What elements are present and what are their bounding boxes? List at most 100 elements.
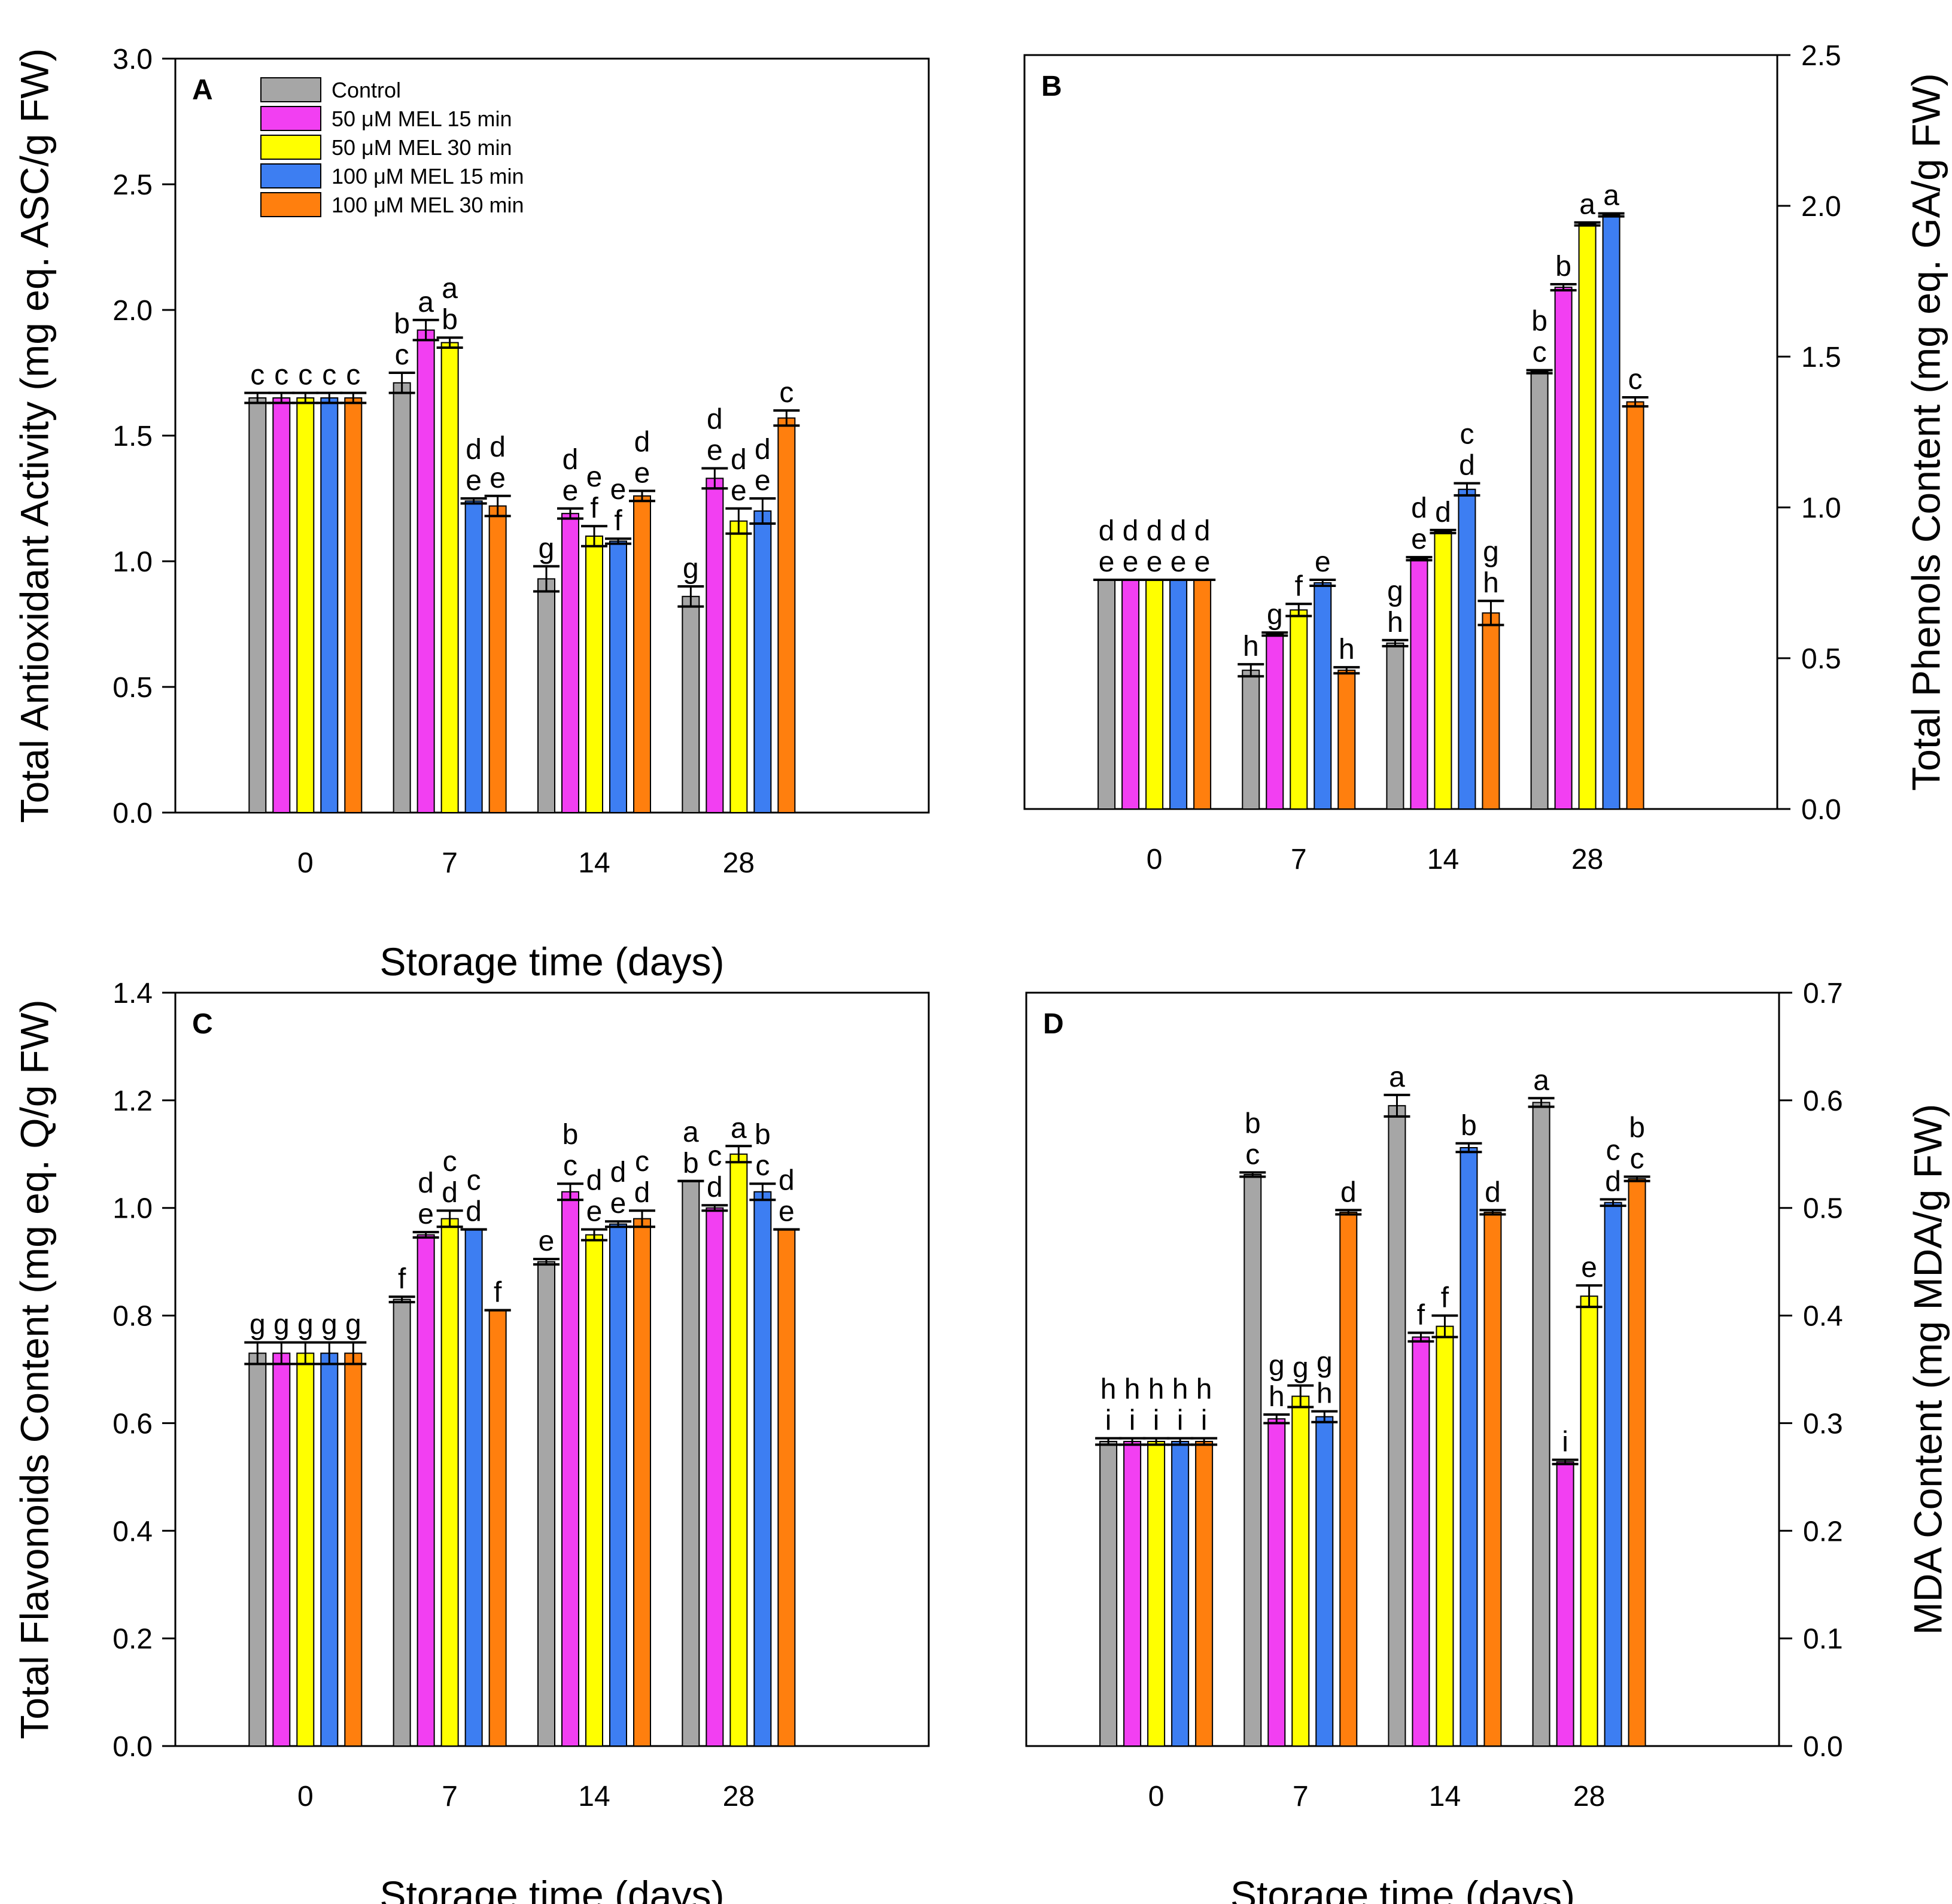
significance-letter: i <box>1177 1405 1184 1437</box>
bar <box>1266 633 1284 810</box>
significance-letter: c <box>395 339 409 371</box>
significance-letter: h <box>1124 1374 1141 1406</box>
x-tick-label: 28 <box>1573 1781 1605 1812</box>
significance-letter: g <box>273 1309 290 1341</box>
bar <box>1628 1178 1646 1747</box>
x-tick-label: 7 <box>442 1781 458 1812</box>
bar <box>1171 1441 1190 1747</box>
significance-letter: g <box>297 1309 314 1341</box>
y-tick-label: 0.5 <box>1803 1193 1843 1225</box>
y-tick-label: 0.0 <box>113 798 153 829</box>
bar <box>1291 1395 1310 1747</box>
significance-letter: e <box>563 475 579 507</box>
bar <box>1580 1295 1598 1747</box>
significance-letter: d <box>1485 1176 1501 1208</box>
bar <box>488 505 507 813</box>
y-axis-title: MDA Content (mg MDA/g FW) <box>1905 1104 1950 1635</box>
bar <box>1626 401 1644 810</box>
significance-letter: e <box>755 465 771 497</box>
bar <box>1147 1441 1166 1747</box>
significance-letter: c <box>1606 1135 1620 1166</box>
bar <box>729 520 748 813</box>
bar <box>1482 612 1500 810</box>
significance-letter: d <box>442 1177 458 1209</box>
significance-letter: g <box>1316 1347 1333 1379</box>
bar <box>344 1352 363 1747</box>
bar <box>248 397 267 813</box>
bar <box>1123 1441 1142 1747</box>
y-tick-label: 0.2 <box>113 1623 153 1655</box>
bar <box>1483 1211 1502 1747</box>
bar <box>1532 1102 1550 1747</box>
y-tick-label: 0.5 <box>1801 643 1841 675</box>
x-tick-label: 7 <box>1293 1781 1309 1812</box>
significance-letter: f <box>590 492 598 524</box>
significance-letter: a <box>442 273 458 305</box>
bar <box>585 536 604 813</box>
significance-letter: b <box>1555 251 1571 282</box>
x-tick-label: 14 <box>1429 1781 1461 1812</box>
x-tick-label: 7 <box>442 847 458 879</box>
x-tick-label: 0 <box>1148 1781 1164 1812</box>
y-tick-label: 1.0 <box>113 1193 153 1225</box>
significance-letter: d <box>1411 492 1427 524</box>
legend-label: 100 μM MEL 15 min <box>332 164 524 188</box>
bar <box>1412 1336 1430 1747</box>
y-tick-label: 0.0 <box>113 1731 153 1763</box>
significance-letter: b <box>1531 306 1547 337</box>
y-tick-label: 0.8 <box>113 1301 153 1333</box>
bar <box>1099 1441 1118 1747</box>
significance-letter: i <box>1201 1405 1208 1437</box>
x-tick-label: 28 <box>723 1781 755 1812</box>
y-tick-label: 1.5 <box>1801 342 1841 373</box>
bar <box>440 1218 459 1747</box>
panel-letter: B <box>1041 71 1062 102</box>
significance-letter: e <box>1581 1252 1597 1283</box>
legend-swatch <box>260 106 321 131</box>
significance-letter: a <box>1603 180 1619 212</box>
significance-letter: b <box>755 1119 771 1151</box>
significance-letter: c <box>298 360 312 391</box>
bar <box>272 1352 291 1747</box>
significance-letter: a <box>1533 1064 1549 1096</box>
panel-d: 0.0 0.1 0.2 0.3 0.4 0.5 0.6 0.7 MDA Content (mg … <box>1025 978 1950 1904</box>
significance-letter: h <box>1316 1378 1333 1410</box>
legend-swatch <box>260 163 321 188</box>
significance-letter: g <box>1293 1352 1309 1383</box>
bar <box>248 1352 267 1747</box>
y-tick-label: 1.5 <box>113 421 153 452</box>
significance-letter: g <box>1483 536 1499 568</box>
significance-letter: d <box>731 444 747 476</box>
significance-letter: i <box>1129 1405 1136 1437</box>
panel-letter: A <box>192 74 213 106</box>
y-tick-label: 0.2 <box>1803 1516 1843 1547</box>
bar <box>537 578 556 814</box>
bar <box>1604 1202 1622 1747</box>
significance-letter: a <box>731 1112 747 1144</box>
bar <box>416 1234 435 1747</box>
significance-letter: d <box>707 1172 723 1203</box>
significance-letter: d <box>1170 515 1187 547</box>
x-axis-title: Storage time (days) <box>380 1873 725 1904</box>
bar <box>1314 582 1332 810</box>
bar <box>537 1261 556 1747</box>
bar <box>1145 579 1164 810</box>
significance-letter: d <box>779 1165 795 1197</box>
bar <box>344 397 363 813</box>
bar <box>1388 1105 1406 1747</box>
significance-letter: d <box>1099 515 1115 547</box>
y-tick-label: 0.6 <box>1803 1085 1843 1117</box>
significance-letter: g <box>539 533 555 564</box>
x-tick-label: 0 <box>1147 844 1163 875</box>
significance-letter: e <box>1170 546 1187 578</box>
significance-letter: i <box>1105 1405 1112 1437</box>
bar <box>706 1207 724 1747</box>
bar <box>1193 579 1212 810</box>
significance-letter: e <box>610 474 627 506</box>
significance-letter: e <box>466 465 482 497</box>
significance-letter: a <box>683 1117 699 1148</box>
significance-letter: g <box>1269 1350 1285 1382</box>
significance-letter: d <box>1605 1166 1621 1197</box>
legend-label: Control <box>332 78 401 102</box>
y-axis-title: Total Antioxidant Activity (mg eq. ASC/g… <box>12 48 56 823</box>
